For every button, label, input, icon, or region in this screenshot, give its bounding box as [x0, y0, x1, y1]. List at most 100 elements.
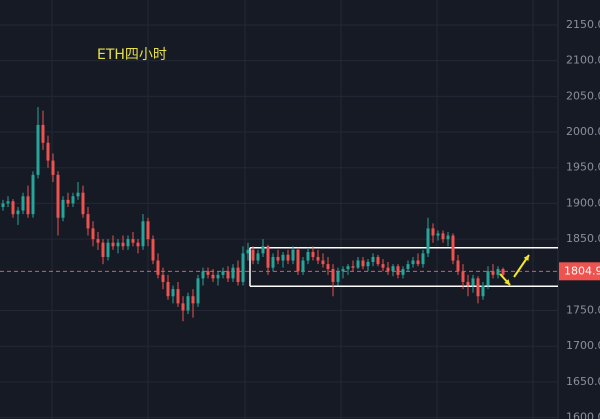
candle-body: [41, 124, 45, 143]
candle-body: [286, 254, 290, 261]
candle-body: [106, 242, 110, 257]
candle-body: [16, 210, 20, 215]
candle-body: [416, 260, 420, 265]
candle-body: [221, 271, 225, 275]
candle-body: [281, 254, 285, 261]
candle-body: [1, 203, 5, 208]
candle-body: [236, 267, 240, 282]
candle-body: [446, 235, 450, 240]
candle-body: [96, 239, 100, 243]
candle-body: [126, 239, 130, 247]
candle-body: [211, 274, 215, 279]
y-tick-label: 1750.00: [566, 304, 600, 317]
candle-body: [171, 289, 175, 297]
y-tick-label: 1850.00: [566, 232, 600, 245]
candle-body: [391, 266, 395, 272]
candle-body: [311, 251, 315, 257]
candle-body: [451, 235, 455, 261]
vertical-grid: [51, 0, 534, 419]
candle-body: [161, 274, 165, 282]
candle-body: [156, 260, 160, 275]
candle-body: [366, 261, 370, 267]
candle-body: [426, 228, 430, 254]
candle-body: [351, 266, 355, 268]
candle-body: [396, 266, 400, 275]
chart-title: ETH四小时: [97, 47, 167, 63]
candle-body: [411, 260, 415, 265]
y-tick-label: 1650.00: [566, 375, 600, 388]
candle-body: [56, 174, 60, 218]
candle-body: [246, 249, 250, 254]
candle-body: [501, 269, 505, 275]
candle-body: [421, 253, 425, 265]
candle-body: [81, 192, 85, 215]
candle-body: [341, 269, 345, 272]
candle-body: [476, 278, 480, 297]
last-price-label: 1804.9: [564, 264, 600, 277]
candle-body: [301, 260, 305, 272]
y-tick-label: 2150.00: [566, 18, 600, 31]
candle-body: [381, 264, 385, 268]
candle-body: [116, 242, 120, 247]
candle-body: [151, 239, 155, 261]
candle-body: [386, 267, 390, 272]
candle-body: [336, 271, 340, 282]
candle-body: [436, 233, 440, 236]
candle-body: [481, 285, 485, 297]
candle-body: [241, 253, 245, 282]
candle-body: [316, 256, 320, 261]
candle-body: [486, 271, 490, 286]
y-tick-label: 1900.00: [566, 196, 600, 209]
y-tick-label: 2100.00: [566, 54, 600, 67]
candle-body: [86, 214, 90, 229]
candle-body: [266, 246, 270, 268]
candle-body: [376, 256, 380, 265]
candle-body: [456, 260, 460, 272]
candle-body: [231, 267, 235, 279]
candle-body: [406, 264, 410, 270]
candle-body: [31, 174, 35, 215]
candle-body: [471, 278, 475, 286]
candle-body: [66, 199, 70, 204]
candle-body: [441, 233, 445, 240]
candle-body: [356, 260, 360, 268]
candle-body: [346, 266, 350, 270]
y-tick-label: 1950.00: [566, 161, 600, 174]
candle-body: [131, 239, 135, 243]
candle-body: [251, 249, 255, 261]
candle-body: [361, 260, 365, 267]
y-tick-label: 1600.00: [566, 411, 600, 419]
candle-body: [176, 289, 180, 304]
candle-body: [186, 296, 190, 311]
candle-body: [121, 242, 125, 247]
candle-body: [261, 246, 265, 254]
candle-body: [466, 281, 470, 286]
candle-body: [256, 253, 260, 261]
candle-body: [431, 228, 435, 236]
candle-body: [276, 256, 280, 261]
candle-body: [166, 281, 170, 297]
candle-body: [461, 271, 465, 282]
y-tick-label: 1700.00: [566, 339, 600, 352]
candle-body: [401, 269, 405, 275]
last-price-box: [559, 262, 600, 281]
candle-body: [101, 242, 105, 257]
candle-body: [216, 274, 220, 279]
candle-body: [36, 124, 40, 175]
candle-body: [6, 201, 10, 204]
y-tick-label: 2000.00: [566, 125, 600, 138]
candle-body: [201, 271, 205, 279]
candle-body: [46, 142, 50, 161]
candle-body: [206, 271, 210, 275]
candle-body: [146, 221, 150, 240]
arrow-head: [504, 279, 510, 285]
candle-body: [26, 196, 30, 215]
candle-body: [296, 249, 300, 272]
candle-body: [496, 269, 500, 275]
candle-body: [331, 269, 335, 282]
candle-body: [321, 260, 325, 265]
candle-body: [71, 196, 75, 204]
candle-body: [91, 228, 95, 240]
